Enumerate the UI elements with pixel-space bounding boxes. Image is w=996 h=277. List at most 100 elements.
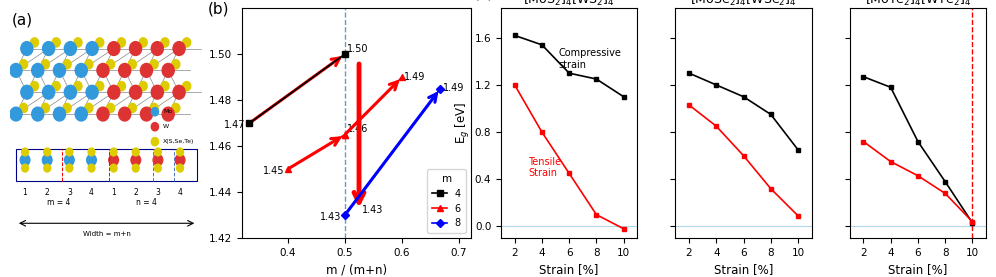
Legend: 4, 6, 8: 4, 6, 8 [427,169,466,233]
Circle shape [130,155,140,166]
Circle shape [65,85,77,99]
Circle shape [66,164,73,172]
Text: 1: 1 [112,188,116,197]
Circle shape [65,42,77,55]
Circle shape [54,107,66,121]
Circle shape [128,60,136,69]
Text: 1: 1 [23,188,28,197]
Circle shape [151,108,158,116]
Circle shape [41,60,50,69]
Circle shape [107,103,115,112]
Circle shape [182,81,190,91]
Text: Width = m+n: Width = m+n [83,231,130,237]
Circle shape [44,164,51,172]
Circle shape [108,85,120,99]
Bar [16,148,197,181]
Circle shape [74,81,82,91]
Circle shape [154,164,161,172]
Circle shape [176,164,183,172]
Text: n = 4: n = 4 [136,198,157,207]
Circle shape [87,155,97,166]
Circle shape [10,63,22,77]
Circle shape [88,148,95,156]
Circle shape [43,155,52,166]
Circle shape [119,107,130,121]
Circle shape [97,107,109,121]
Circle shape [151,123,158,131]
Circle shape [43,85,55,99]
Circle shape [65,155,74,166]
Circle shape [31,38,39,47]
Title: [MoS$_2$]$_4$[WS$_2$]$_4$: [MoS$_2$]$_4$[WS$_2$]$_4$ [524,0,615,8]
Circle shape [22,164,29,172]
Circle shape [151,42,163,55]
Circle shape [111,148,118,156]
Text: X(S,Se,Te): X(S,Se,Te) [163,139,194,144]
Circle shape [171,103,180,112]
Circle shape [32,63,44,77]
Circle shape [31,81,39,91]
Circle shape [66,148,73,156]
Text: 1.45: 1.45 [263,166,284,176]
Circle shape [41,103,50,112]
Text: Tensile
Strain: Tensile Strain [528,157,562,178]
Circle shape [154,148,161,156]
Circle shape [118,38,125,47]
Circle shape [97,63,109,77]
Circle shape [63,60,71,69]
Circle shape [162,63,174,77]
Circle shape [22,148,29,156]
Text: 3: 3 [155,188,160,197]
Circle shape [74,38,82,47]
Text: W: W [163,124,169,129]
Circle shape [128,103,136,112]
Circle shape [10,107,22,121]
Text: 1.47: 1.47 [224,120,246,130]
Text: 1.46: 1.46 [347,124,369,134]
Circle shape [150,60,158,69]
Circle shape [88,164,95,172]
Circle shape [109,155,119,166]
Circle shape [129,42,141,55]
Circle shape [161,38,169,47]
Circle shape [21,85,33,99]
Circle shape [86,42,99,55]
Circle shape [107,60,115,69]
Title: [MoTe$_2$]$_4$[WTe$_2$]$_4$: [MoTe$_2$]$_4$[WTe$_2$]$_4$ [865,0,971,8]
Text: 1.49: 1.49 [404,71,425,82]
Text: 3: 3 [67,188,72,197]
Text: Compressive
strain: Compressive strain [559,48,622,70]
Text: 1.49: 1.49 [442,83,464,93]
Circle shape [20,103,28,112]
Text: Mo: Mo [163,109,172,114]
Circle shape [20,155,30,166]
Circle shape [85,60,93,69]
Circle shape [129,85,141,99]
Circle shape [182,38,190,47]
Circle shape [161,81,169,91]
Circle shape [173,85,185,99]
Text: 1.43: 1.43 [362,205,383,215]
Circle shape [139,38,147,47]
Text: 2: 2 [133,188,138,197]
Circle shape [175,155,185,166]
Y-axis label: E$_g$ [eV]: E$_g$ [eV] [454,102,472,144]
X-axis label: m / (m+n): m / (m+n) [326,263,386,276]
Circle shape [96,38,104,47]
Circle shape [54,63,66,77]
Circle shape [139,81,147,91]
Circle shape [176,148,183,156]
Circle shape [150,103,158,112]
Circle shape [21,42,33,55]
Text: (b): (b) [207,1,229,16]
X-axis label: Strain [%]: Strain [%] [714,263,773,276]
Circle shape [162,107,174,121]
Circle shape [171,60,180,69]
Circle shape [108,42,120,55]
Title: [MoSe$_2$]$_4$[WSe$_2$]$_4$: [MoSe$_2$]$_4$[WSe$_2$]$_4$ [690,0,797,8]
X-axis label: Strain [%]: Strain [%] [540,263,599,276]
Circle shape [43,42,55,55]
Circle shape [132,148,139,156]
Text: 4: 4 [177,188,182,197]
Text: 1.50: 1.50 [347,44,369,54]
